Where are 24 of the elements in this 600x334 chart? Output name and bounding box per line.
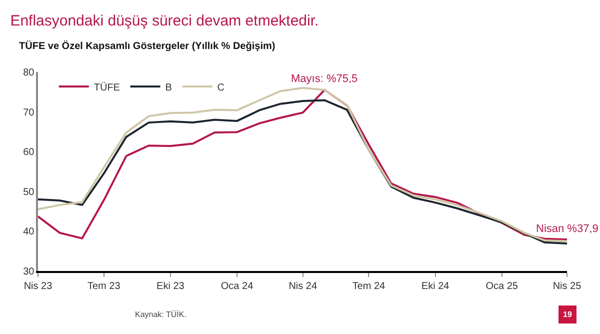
y-tick-label: 30: [23, 266, 35, 278]
x-tick-label: Tem 24: [352, 280, 386, 292]
y-tick-label: 60: [23, 147, 35, 158]
x-tick-label: Tem 23: [87, 280, 121, 292]
y-tick-label: 40: [23, 226, 35, 238]
y-tick-label: 70: [23, 107, 35, 118]
x-tick-label: Nis 25: [552, 280, 582, 292]
text: Kaynak: TÜİK.: [135, 310, 186, 319]
chart-title: Enflasyondaki düşüş süreci devam etmektedir.: [10, 12, 319, 30]
legend-label: C: [217, 82, 225, 94]
x-tick-label: Oca 24: [220, 280, 254, 292]
annotation: Nisan %37,9: [536, 223, 598, 235]
chart-subtitle: TÜFE ve Özel Kapsamlı Göstergeler (Yıllık % Değişim): [19, 40, 276, 52]
y-tick-label: 80: [23, 68, 35, 78]
text: 19: [563, 310, 572, 319]
legend-label: TÜFE: [94, 81, 120, 94]
annotation: Mayıs: %75,5: [291, 73, 358, 85]
x-tick-label: Eki 24: [421, 280, 450, 292]
x-tick-label: Nis 23: [24, 280, 53, 292]
x-tick-label: Oca 25: [486, 280, 518, 292]
legend-label: B: [165, 82, 172, 94]
x-tick-label: Eki 23: [156, 280, 185, 292]
y-tick-label: 50: [23, 186, 35, 198]
x-tick-label: Nis 24: [288, 280, 318, 292]
